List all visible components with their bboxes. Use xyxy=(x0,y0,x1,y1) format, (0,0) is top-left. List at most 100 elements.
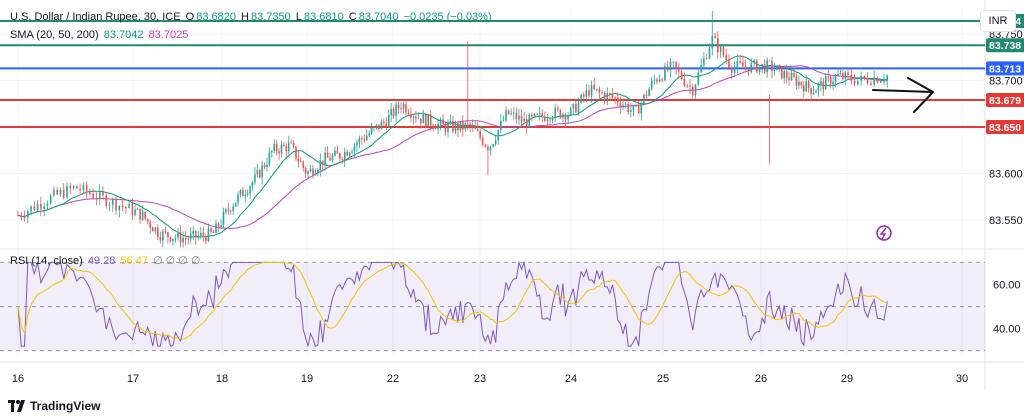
lightning-icon xyxy=(876,225,892,241)
lightning-bolt xyxy=(879,227,887,240)
candle-body xyxy=(575,104,577,113)
candle-body xyxy=(427,114,430,127)
candle-body xyxy=(182,238,184,243)
candle-body xyxy=(128,203,130,209)
candle-body xyxy=(598,89,601,93)
candle-body xyxy=(179,231,182,243)
candle-body xyxy=(817,84,820,91)
candle-body xyxy=(290,142,292,144)
candle-body xyxy=(778,65,781,67)
candle-body xyxy=(422,114,425,124)
tradingview-logo[interactable]: TradingView xyxy=(8,399,100,413)
candle-body xyxy=(484,144,487,147)
candle-body xyxy=(728,59,730,68)
candle-body xyxy=(588,90,590,96)
candle-body xyxy=(601,92,603,94)
candle-body xyxy=(518,115,520,120)
candle-body xyxy=(834,75,837,82)
candle-body xyxy=(62,189,65,198)
candle-body xyxy=(177,231,179,238)
candle-body xyxy=(387,115,390,127)
candle-body xyxy=(225,209,227,213)
candle-body xyxy=(500,120,502,130)
candle-body xyxy=(410,114,412,118)
candle-body xyxy=(753,60,755,64)
candle-body xyxy=(536,113,538,115)
candle-body xyxy=(678,68,680,72)
currency-button[interactable]: INR xyxy=(980,10,1016,32)
change-value: −0.0235 (−0.03%) xyxy=(403,11,492,23)
candle-body xyxy=(108,204,111,207)
candle-body xyxy=(492,144,494,147)
candle-body xyxy=(744,66,747,68)
candle-body xyxy=(785,70,788,78)
candle-body xyxy=(541,113,544,118)
candle-body xyxy=(847,72,849,75)
candle-body xyxy=(756,60,758,73)
sma-legend: SMA (20, 50, 200) 83.7042 83.7025 xyxy=(10,29,190,41)
candle-body xyxy=(523,118,525,122)
candle-body xyxy=(385,122,388,127)
candle-body xyxy=(773,70,776,72)
rsi-tick-label: 60.00 xyxy=(993,279,1021,291)
level-price-label: 83.679 xyxy=(989,95,1021,107)
candle-body xyxy=(351,151,353,153)
open-label: O xyxy=(185,11,195,23)
candle-body xyxy=(358,138,361,143)
candle-body xyxy=(395,104,397,116)
candle-body xyxy=(76,186,78,189)
close-value: 83.7040 xyxy=(358,11,399,23)
candle-body xyxy=(43,206,45,209)
candle-body xyxy=(144,211,146,219)
candle-body xyxy=(222,212,225,225)
candle-body xyxy=(711,35,714,49)
candle-body xyxy=(157,227,159,238)
brand-text: TradingView xyxy=(30,399,101,413)
candle-body xyxy=(614,97,616,99)
candle-body xyxy=(261,165,263,178)
candle-body xyxy=(793,72,795,77)
candle-body xyxy=(95,197,98,199)
candle-body xyxy=(149,221,152,228)
candle-body xyxy=(326,152,329,158)
candle-body xyxy=(151,227,154,232)
tradingview-logo-icon xyxy=(8,400,25,412)
close-label: C xyxy=(348,11,357,23)
candle-body xyxy=(824,76,827,90)
date-tick-label: 25 xyxy=(657,373,669,385)
symbol-legend: U.S. Dollar / Indian Rupee, 30, ICE O 83.… xyxy=(10,11,494,23)
candle-body xyxy=(370,127,373,134)
low-value: 83.6810 xyxy=(303,11,344,23)
candle-body xyxy=(766,60,768,73)
candle-body xyxy=(850,74,853,81)
candle-body xyxy=(703,58,705,66)
candle-body xyxy=(606,93,609,100)
candle-body xyxy=(134,209,136,215)
candle-body xyxy=(582,94,585,97)
candle-body xyxy=(174,237,177,239)
open-value: 83.6820 xyxy=(196,11,236,23)
candle-body xyxy=(361,138,363,140)
candle-body xyxy=(632,105,635,110)
candle-body xyxy=(432,125,434,128)
candle-body xyxy=(837,73,839,76)
candle-body xyxy=(111,199,114,205)
candle-body xyxy=(577,102,580,113)
candle-body xyxy=(722,46,725,56)
candle-body xyxy=(768,60,771,62)
candle-body xyxy=(533,113,536,117)
candle-body xyxy=(249,186,251,194)
candle-body xyxy=(202,232,205,237)
sma50-value: 83.7025 xyxy=(148,29,189,41)
candle-body xyxy=(471,125,474,127)
price-tick-label: 83.600 xyxy=(989,168,1023,180)
date-tick-label: 22 xyxy=(387,373,399,385)
candle-body xyxy=(285,145,288,152)
candle-body xyxy=(220,224,222,227)
candle-body xyxy=(686,85,689,87)
candle-body xyxy=(596,89,598,90)
candle-body xyxy=(876,77,879,83)
candle-body xyxy=(131,203,134,215)
candle-body xyxy=(314,173,317,176)
